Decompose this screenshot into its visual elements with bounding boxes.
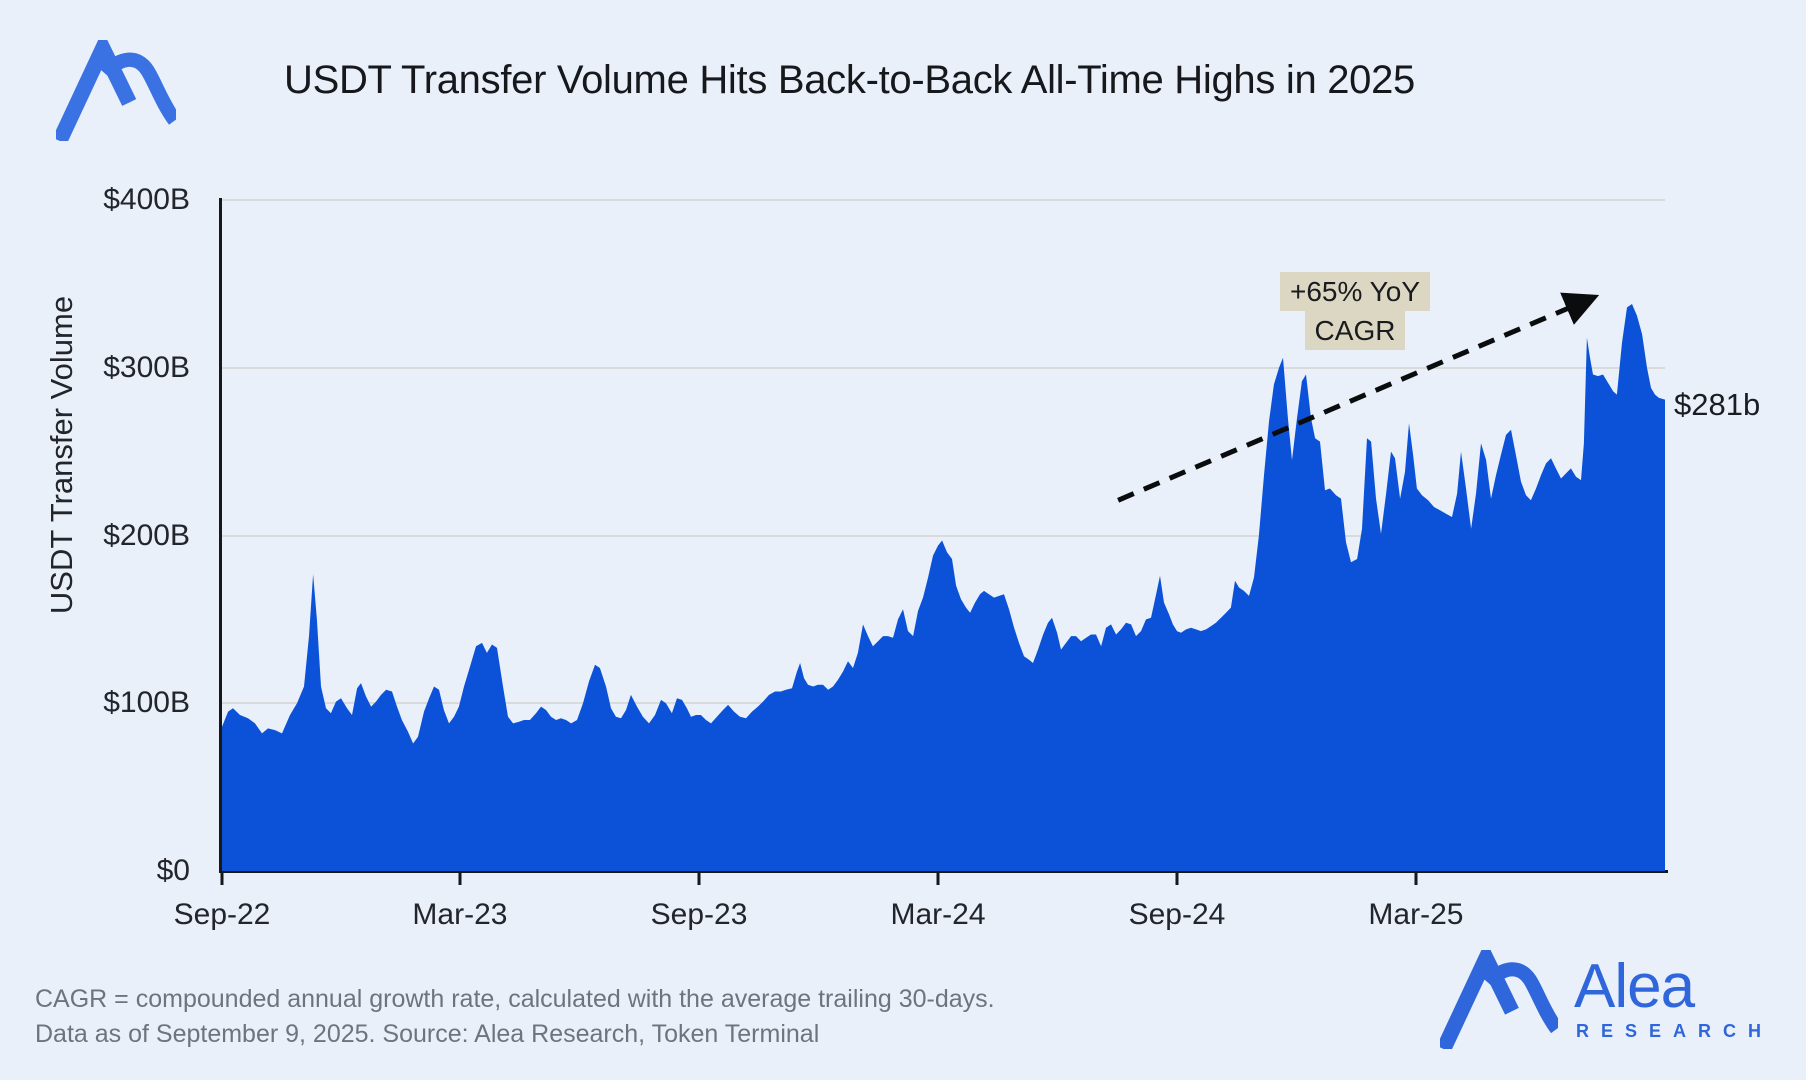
latest-value-label: $281b: [1674, 387, 1761, 422]
gridline-300: [222, 366, 1665, 369]
alea-wordmark-sub: RESEARCH: [1576, 1020, 1774, 1041]
alea-wordmark: Alea RESEARCH: [1574, 951, 1774, 1042]
gridline-400: [222, 199, 1665, 201]
logo-swoosh-stroke: [99, 52, 176, 125]
alea-research-logo: Alea RESEARCH: [1440, 950, 1773, 1049]
x-axis-line: [219, 870, 1668, 873]
usdt-volume-area: [222, 304, 1665, 871]
x-tick-label-Sep-23: Sep-23: [650, 898, 748, 931]
y-tick-label-200: $200B: [103, 518, 190, 552]
y-tick-label-100: $100B: [103, 686, 190, 720]
alea-logo-mark-bottom: [1440, 950, 1558, 1049]
page-title: USDT Transfer Volume Hits Back-to-Back A…: [284, 58, 1415, 102]
footnote-line2: Data as of September 9, 2025. Source: Al…: [35, 1020, 820, 1048]
alea-wordmark-main: Alea: [1574, 951, 1695, 1021]
x-tick-Sep-22: [220, 872, 224, 885]
x-tick-label-Sep-22: Sep-22: [173, 898, 271, 931]
gridline-200: [222, 534, 1665, 537]
cagr-annotation-line2: CAGR: [1304, 311, 1406, 350]
x-tick-Sep-24: [1175, 872, 1179, 885]
area-chart: [222, 292, 1665, 871]
x-tick-Mar-23: [458, 872, 462, 885]
x-tick-label-Mar-25: Mar-25: [1368, 898, 1464, 931]
y-axis-line: [219, 198, 222, 873]
y-tick-label-400: $400B: [103, 183, 190, 216]
x-tick-Mar-25: [1414, 872, 1418, 885]
x-tick-Sep-23: [697, 872, 701, 885]
x-tick-label-Mar-24: Mar-24: [890, 898, 986, 931]
y-axis-title: USDT Transfer Volume: [44, 295, 79, 615]
footnote-line1: CAGR = compounded annual growth rate, ca…: [35, 985, 995, 1013]
logo-peak-stroke: [1440, 950, 1519, 1049]
trend-arrow: [1117, 292, 1600, 503]
logo-peak-stroke: [56, 40, 137, 141]
alea-logo-mark-top: [56, 40, 176, 141]
cagr-annotation: +65% YoY CAGR: [1277, 272, 1433, 350]
y-tick-label-0: $0: [156, 854, 190, 887]
x-tick-label-Mar-23: Mar-23: [412, 898, 508, 931]
y-tick-label-300: $300B: [103, 350, 190, 384]
logo-swoosh-stroke: [1483, 962, 1558, 1034]
cagr-annotation-line1: +65% YoY: [1279, 272, 1431, 311]
x-tick-label-Sep-24: Sep-24: [1128, 898, 1226, 931]
x-tick-Mar-24: [936, 872, 940, 885]
footnote: CAGR = compounded annual growth rate, ca…: [35, 982, 995, 1052]
